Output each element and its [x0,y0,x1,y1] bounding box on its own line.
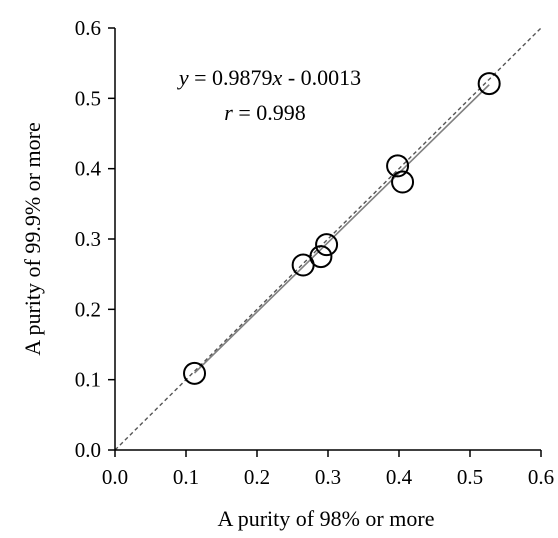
annotations: y = 0.9879x - 0.0013 r = 0.998 [177,65,361,125]
x-tick-label: 0.5 [457,465,483,489]
y-tick-label: 0.2 [75,297,101,321]
data-point [309,245,333,269]
correlation-coefficient: r = 0.998 [224,100,305,125]
y-tick-label: 0.0 [75,438,101,462]
y-tick-label: 0.1 [75,368,101,392]
regression-equation: y = 0.9879x - 0.0013 [177,65,361,90]
x-axis-title: A purity of 98% or more [218,506,435,531]
x-tick-label: 0.2 [244,465,270,489]
identity-line [114,27,542,451]
y-tick-label: 0.5 [75,86,101,110]
y-axis-title: A purity of 99.9% or more [20,122,45,355]
y-tick-label: 0.6 [75,16,101,40]
data-point [183,361,207,385]
x-tick-label: 0.4 [386,465,413,489]
data-point [386,154,410,178]
data-point [391,170,415,194]
regression-line [193,84,490,374]
x-tick-label: 0.3 [315,465,341,489]
x-tick-label: 0.0 [102,465,128,489]
y-tick-label: 0.4 [75,157,102,181]
plot-area: 0.0 0.1 0.2 0.3 0.4 0.5 0.6 0.0 0.1 0.2 0.3 0.4 0.5 0… [75,16,554,489]
x-tick-label: 0.1 [173,465,199,489]
data-point [477,72,501,96]
data-point [315,233,339,257]
x-tick-label: 0.6 [528,465,554,489]
y-tick-label: 0.3 [75,227,101,251]
